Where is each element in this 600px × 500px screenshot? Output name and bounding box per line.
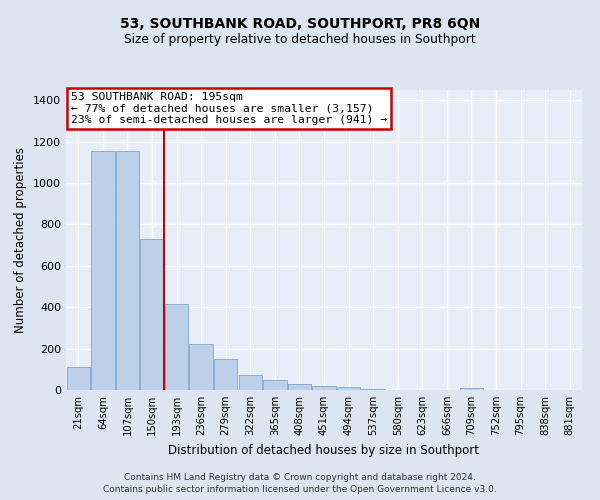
Bar (263, 380, 287, 390)
Bar (214, 360, 238, 390)
Y-axis label: Number of detached properties: Number of detached properties (14, 147, 28, 333)
Text: Size of property relative to detached houses in Southport: Size of property relative to detached ho… (124, 32, 476, 46)
Text: 53 SOUTHBANK ROAD: 195sqm
← 77% of detached houses are smaller (3,157)
23% of se: 53 SOUTHBANK ROAD: 195sqm ← 77% of detac… (71, 92, 388, 124)
Bar (239, 375, 262, 390)
Bar (313, 386, 335, 390)
X-axis label: Distribution of detached houses by size in Southport: Distribution of detached houses by size … (169, 444, 479, 456)
Text: Contains public sector information licensed under the Open Government Licence v3: Contains public sector information licen… (103, 485, 497, 494)
Bar (460, 388, 483, 390)
Bar (140, 239, 164, 390)
Bar (116, 151, 139, 390)
Bar (190, 344, 213, 390)
Bar (288, 384, 311, 390)
Bar (91, 151, 115, 390)
Bar (67, 367, 90, 390)
Text: 53, SOUTHBANK ROAD, SOUTHPORT, PR8 6QN: 53, SOUTHBANK ROAD, SOUTHPORT, PR8 6QN (120, 18, 480, 32)
Text: Contains HM Land Registry data © Crown copyright and database right 2024.: Contains HM Land Registry data © Crown c… (124, 472, 476, 482)
Bar (361, 389, 385, 390)
Bar (165, 304, 188, 390)
Bar (337, 387, 360, 390)
